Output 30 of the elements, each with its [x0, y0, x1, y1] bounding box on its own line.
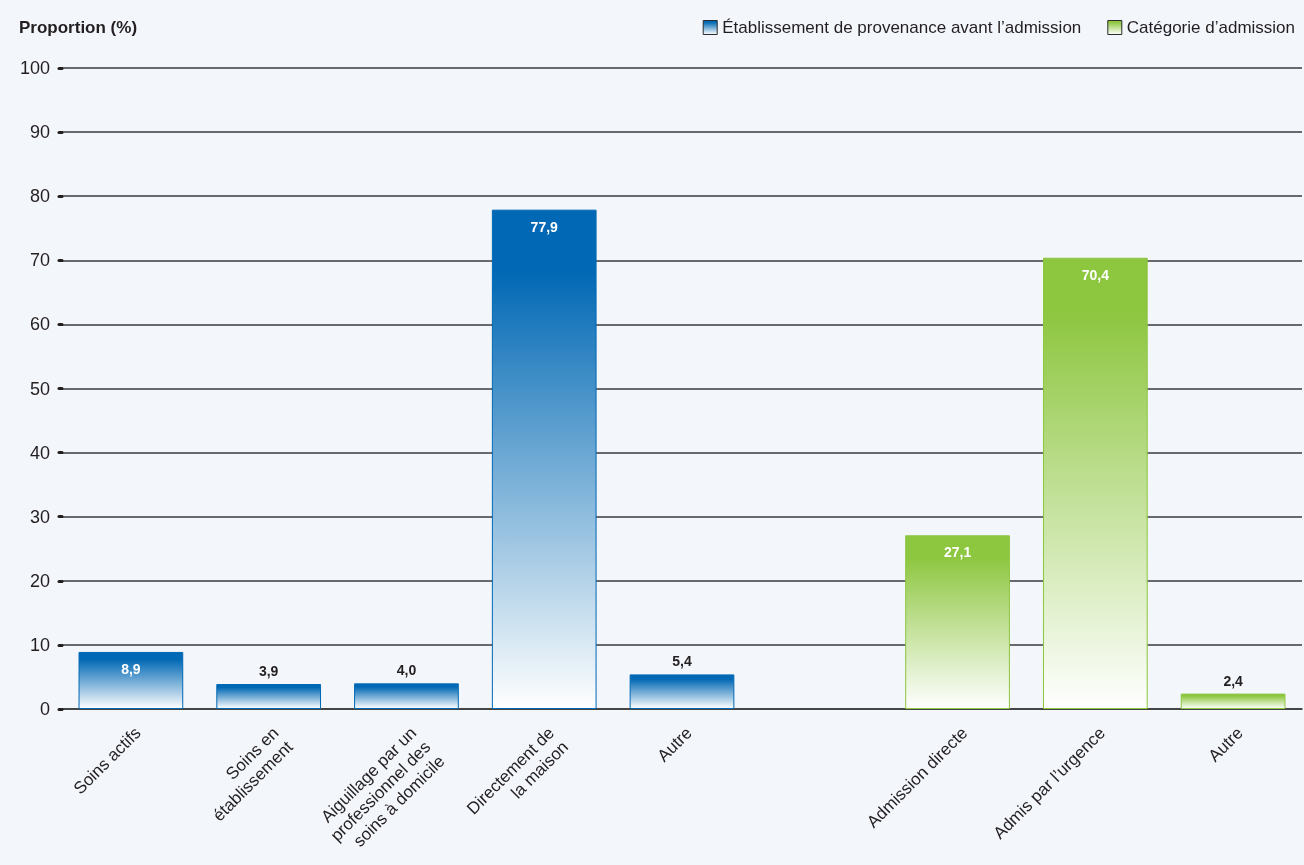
y-tick-label: 60 — [29, 314, 50, 335]
y-tick-label: 20 — [29, 570, 50, 591]
y-tick-label: 0 — [39, 699, 50, 719]
data-label: 70,4 — [1081, 266, 1110, 283]
data-label: 4,0 — [396, 662, 417, 679]
y-tick-label: 80 — [29, 186, 50, 207]
legend-label: Établissement de provenance avant l’admission — [722, 18, 1082, 37]
bar — [1180, 693, 1286, 709]
data-label: 5,4 — [672, 653, 692, 670]
bar — [629, 674, 735, 709]
bar — [491, 209, 597, 709]
bar — [78, 651, 184, 709]
y-tick-label: 10 — [29, 634, 50, 655]
y-tick-label: 90 — [29, 122, 50, 143]
y-tick-label: 50 — [29, 378, 50, 399]
y-tick-label: 40 — [29, 442, 50, 463]
y-tick-label: 70 — [29, 250, 50, 271]
data-label: 3,9 — [258, 663, 279, 679]
bar — [354, 683, 459, 709]
y-tick-label: 100 — [19, 58, 50, 78]
data-label: 8,9 — [121, 660, 141, 677]
legend-label: Catégorie d’admission — [1126, 18, 1295, 37]
bar — [216, 684, 322, 709]
y-axis-title: Proportion (%) — [19, 18, 138, 37]
bar — [905, 535, 1010, 709]
bar — [1042, 257, 1148, 709]
data-label: 2,4 — [1223, 672, 1244, 689]
y-tick-label: 30 — [29, 506, 50, 527]
data-label: 27,1 — [943, 544, 972, 561]
data-label: 77,9 — [530, 218, 559, 235]
